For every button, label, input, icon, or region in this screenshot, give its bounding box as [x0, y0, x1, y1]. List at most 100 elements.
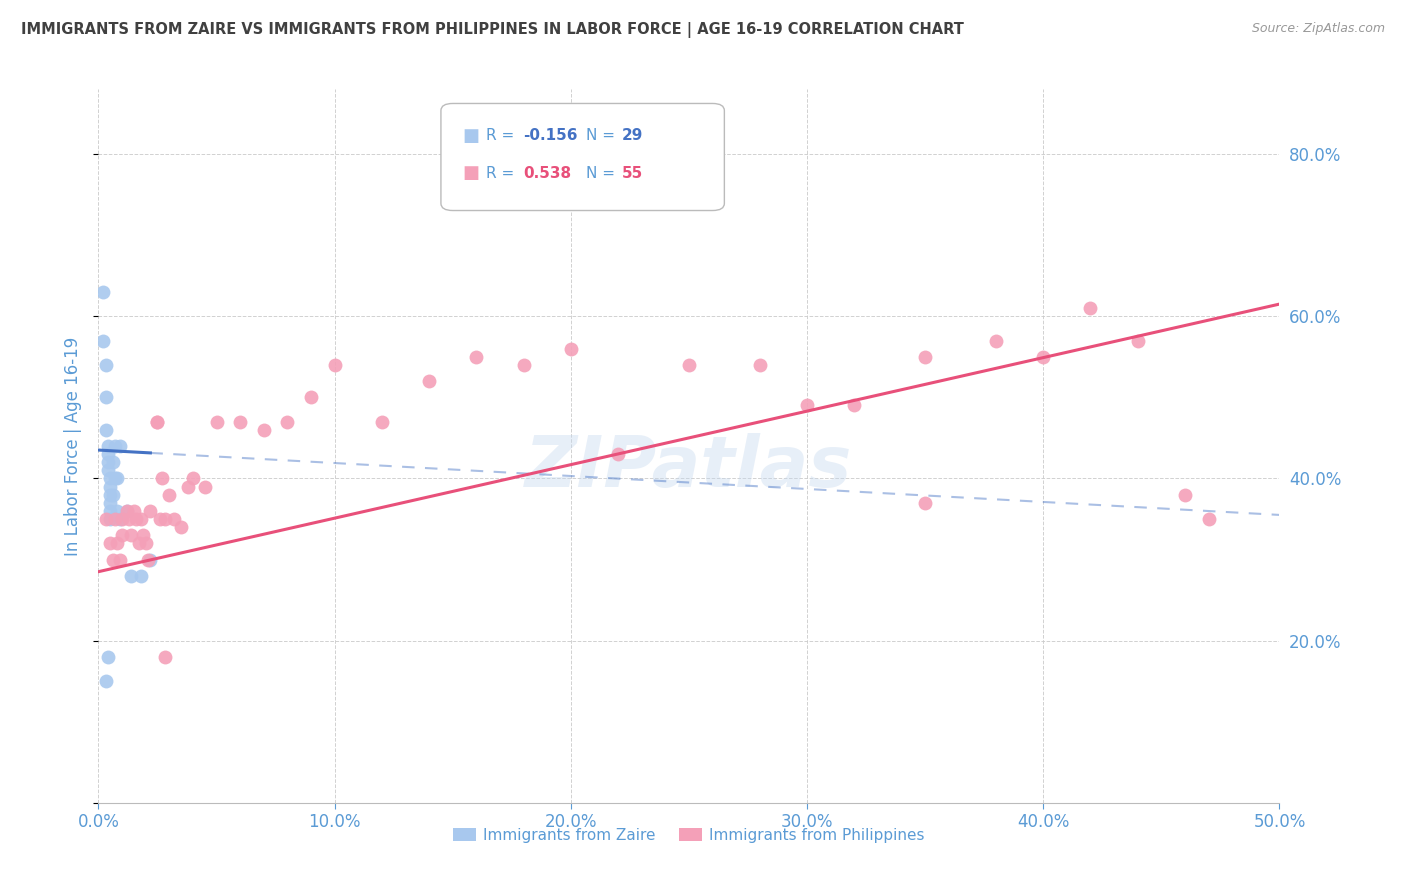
Text: R =: R =	[486, 166, 519, 181]
Text: 0.538: 0.538	[523, 166, 572, 181]
Point	[97, 463, 120, 477]
Point	[97, 649, 120, 664]
Point	[139, 552, 162, 566]
Point	[108, 512, 131, 526]
Point	[121, 528, 143, 542]
Point	[149, 512, 172, 526]
Point	[111, 512, 134, 526]
Point	[132, 528, 155, 542]
Point	[560, 342, 582, 356]
Point	[136, 552, 159, 566]
Point	[276, 415, 298, 429]
Point	[1080, 301, 1102, 315]
Point	[371, 415, 394, 429]
Point	[607, 447, 630, 461]
Point	[1174, 488, 1197, 502]
Point	[129, 568, 152, 582]
Point	[128, 536, 150, 550]
Point	[91, 334, 114, 348]
Point	[135, 536, 157, 550]
Point	[150, 471, 173, 485]
Point	[1126, 334, 1149, 348]
Point	[115, 504, 138, 518]
Text: 29: 29	[621, 128, 643, 143]
Legend: Immigrants from Zaire, Immigrants from Philippines: Immigrants from Zaire, Immigrants from P…	[447, 822, 931, 848]
Point	[163, 512, 186, 526]
Point	[104, 512, 127, 526]
Text: R =: R =	[486, 128, 519, 143]
Point	[94, 674, 117, 689]
Point	[97, 455, 120, 469]
Point	[914, 496, 936, 510]
Point	[844, 399, 866, 413]
FancyBboxPatch shape	[441, 103, 724, 211]
Text: N =: N =	[586, 128, 620, 143]
Point	[253, 423, 276, 437]
Text: N =: N =	[586, 166, 620, 181]
Text: 55: 55	[621, 166, 643, 181]
Point	[98, 512, 121, 526]
Point	[94, 390, 117, 404]
Point	[205, 415, 228, 429]
Point	[105, 471, 128, 485]
Text: ■: ■	[463, 127, 479, 145]
Point	[111, 528, 134, 542]
Point	[153, 512, 176, 526]
Point	[101, 488, 124, 502]
Text: ■: ■	[463, 164, 479, 182]
Point	[98, 536, 121, 550]
Point	[157, 488, 180, 502]
Text: Source: ZipAtlas.com: Source: ZipAtlas.com	[1251, 22, 1385, 36]
Point	[125, 512, 148, 526]
Point	[1032, 350, 1054, 364]
Point	[98, 471, 121, 485]
Point	[129, 512, 152, 526]
Point	[170, 520, 193, 534]
Point	[108, 439, 131, 453]
Point	[418, 374, 440, 388]
Point	[146, 415, 169, 429]
Point	[139, 504, 162, 518]
Y-axis label: In Labor Force | Age 16-19: In Labor Force | Age 16-19	[65, 336, 83, 556]
Point	[118, 512, 141, 526]
Point	[94, 512, 117, 526]
Point	[115, 504, 138, 518]
Point	[512, 358, 534, 372]
Text: -0.156: -0.156	[523, 128, 578, 143]
Point	[98, 488, 121, 502]
Point	[796, 399, 818, 413]
Text: ZIPatlas: ZIPatlas	[526, 433, 852, 502]
Point	[194, 479, 217, 493]
Point	[97, 439, 120, 453]
Point	[748, 358, 770, 372]
Point	[299, 390, 322, 404]
Point	[104, 439, 127, 453]
Point	[465, 350, 488, 364]
Point	[98, 496, 121, 510]
Point	[98, 479, 121, 493]
Point	[181, 471, 204, 485]
Point	[91, 285, 114, 299]
Point	[98, 504, 121, 518]
Point	[1198, 512, 1220, 526]
Point	[177, 479, 200, 493]
Point	[678, 358, 700, 372]
Point	[94, 358, 117, 372]
Point	[153, 649, 176, 664]
Point	[323, 358, 346, 372]
Point	[914, 350, 936, 364]
Point	[101, 552, 124, 566]
Point	[984, 334, 1007, 348]
Point	[122, 504, 145, 518]
Point	[105, 536, 128, 550]
Point	[229, 415, 252, 429]
Point	[146, 415, 169, 429]
Point	[101, 455, 124, 469]
Point	[94, 423, 117, 437]
Point	[105, 504, 128, 518]
Text: IMMIGRANTS FROM ZAIRE VS IMMIGRANTS FROM PHILIPPINES IN LABOR FORCE | AGE 16-19 : IMMIGRANTS FROM ZAIRE VS IMMIGRANTS FROM…	[21, 22, 965, 38]
Point	[121, 568, 143, 582]
Point	[97, 447, 120, 461]
Point	[108, 552, 131, 566]
Point	[104, 471, 127, 485]
